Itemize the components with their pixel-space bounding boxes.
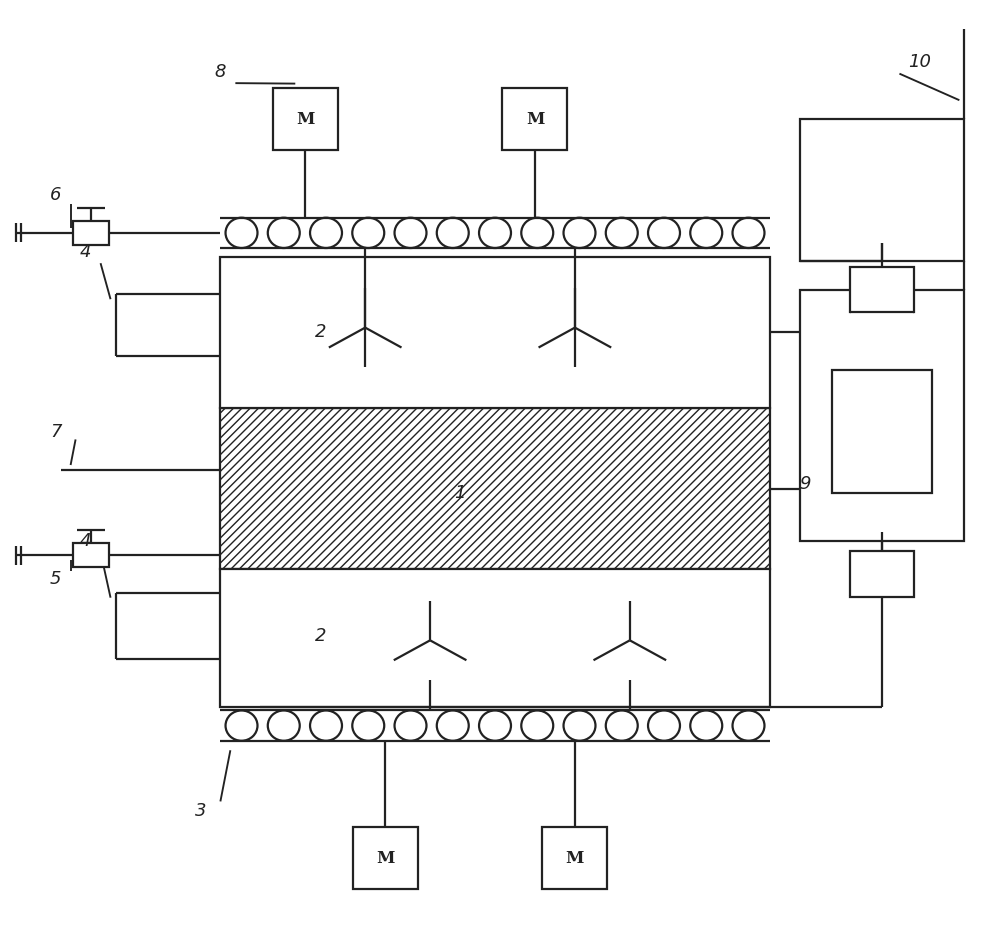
Bar: [220, 569, 770, 707]
Circle shape: [521, 217, 553, 248]
Text: M: M: [566, 849, 584, 866]
Circle shape: [690, 711, 722, 741]
Bar: [73, 221, 109, 245]
Text: 2: 2: [314, 626, 326, 644]
Text: M: M: [526, 111, 544, 128]
Circle shape: [226, 711, 257, 741]
Text: 9: 9: [799, 475, 810, 493]
Text: M: M: [296, 111, 314, 128]
Circle shape: [268, 217, 300, 248]
Circle shape: [395, 711, 426, 741]
Circle shape: [268, 711, 300, 741]
Bar: [220, 408, 770, 569]
Circle shape: [352, 217, 384, 248]
Circle shape: [310, 217, 342, 248]
Circle shape: [564, 217, 595, 248]
Circle shape: [648, 711, 680, 741]
Text: 4: 4: [80, 243, 91, 261]
Text: M: M: [376, 849, 394, 866]
Bar: [800, 289, 964, 541]
Circle shape: [437, 217, 469, 248]
Text: 6: 6: [50, 186, 61, 204]
Text: 3: 3: [195, 802, 206, 820]
Text: 5: 5: [50, 569, 61, 587]
Circle shape: [352, 711, 384, 741]
Bar: [273, 88, 338, 150]
Bar: [353, 828, 418, 889]
Bar: [502, 88, 567, 150]
Circle shape: [521, 711, 553, 741]
Bar: [73, 543, 109, 567]
Text: 4: 4: [80, 531, 91, 549]
Bar: [800, 120, 964, 261]
Text: 1: 1: [454, 484, 466, 502]
Text: 2: 2: [314, 324, 326, 342]
Circle shape: [226, 217, 257, 248]
Circle shape: [606, 711, 638, 741]
Circle shape: [395, 217, 426, 248]
Circle shape: [648, 217, 680, 248]
Circle shape: [564, 711, 595, 741]
Bar: [832, 370, 932, 493]
Circle shape: [690, 217, 722, 248]
Text: 7: 7: [50, 423, 61, 441]
Circle shape: [733, 217, 764, 248]
Circle shape: [733, 711, 764, 741]
Circle shape: [479, 711, 511, 741]
Circle shape: [479, 217, 511, 248]
Text: 8: 8: [215, 63, 226, 81]
Text: 10: 10: [908, 53, 931, 71]
Bar: [220, 256, 770, 408]
Bar: [542, 828, 607, 889]
Circle shape: [310, 711, 342, 741]
Circle shape: [606, 217, 638, 248]
Bar: [850, 267, 914, 312]
Circle shape: [437, 711, 469, 741]
Bar: [850, 551, 914, 597]
